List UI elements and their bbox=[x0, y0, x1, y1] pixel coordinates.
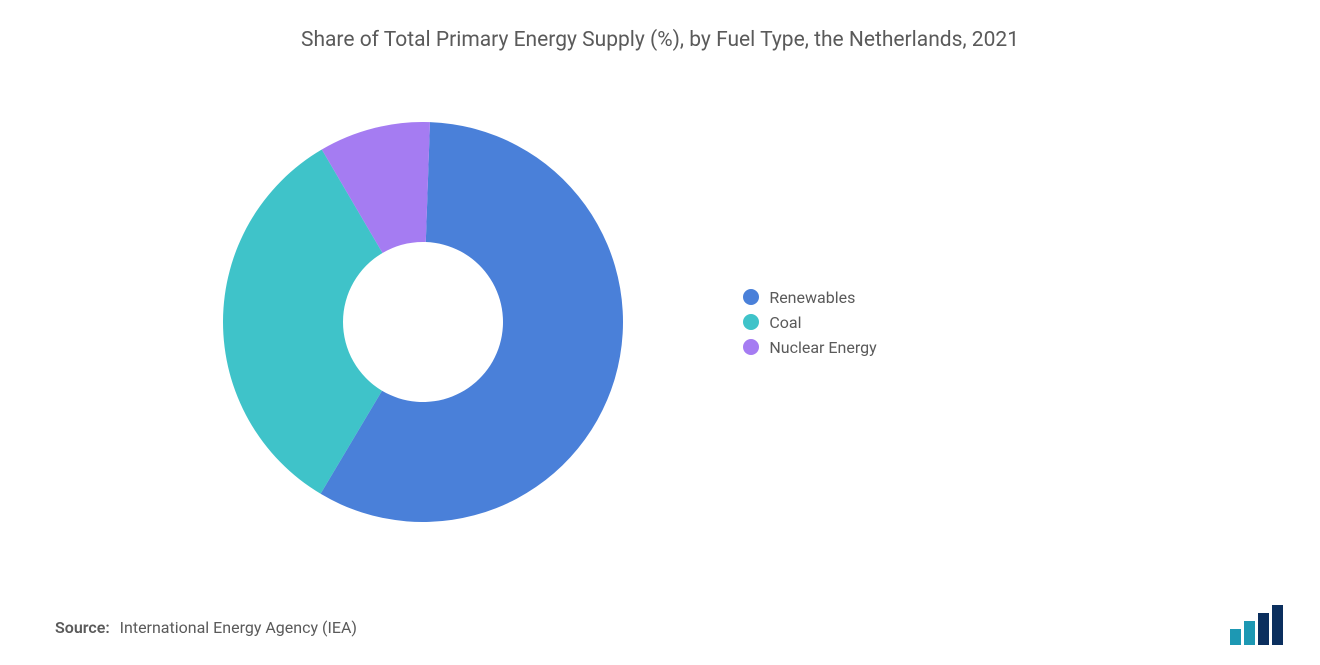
legend-item-0: Renewables bbox=[743, 288, 876, 307]
chart-area: Renewables Coal Nuclear Energy bbox=[0, 92, 1320, 552]
logo-bar-icon bbox=[1258, 613, 1269, 645]
legend-swatch-icon bbox=[743, 314, 759, 330]
logo-bar-icon bbox=[1244, 621, 1255, 645]
legend-item-1: Coal bbox=[743, 313, 876, 332]
legend-swatch-icon bbox=[743, 339, 759, 355]
donut-svg bbox=[223, 122, 623, 522]
legend-label: Renewables bbox=[769, 288, 855, 307]
legend-label: Nuclear Energy bbox=[769, 338, 876, 357]
brand-logo bbox=[1230, 605, 1290, 645]
legend-item-2: Nuclear Energy bbox=[743, 338, 876, 357]
legend: Renewables Coal Nuclear Energy bbox=[743, 288, 876, 357]
logo-bar-icon bbox=[1230, 629, 1241, 645]
logo-bar-icon bbox=[1272, 605, 1283, 645]
source-label: Source: bbox=[55, 618, 110, 637]
source-line: Source: International Energy Agency (IEA… bbox=[55, 618, 357, 637]
source-text: International Energy Agency (IEA) bbox=[120, 618, 357, 637]
legend-swatch-icon bbox=[743, 289, 759, 305]
legend-label: Coal bbox=[769, 313, 801, 332]
donut-chart bbox=[223, 122, 623, 522]
chart-title: Share of Total Primary Energy Supply (%)… bbox=[0, 0, 1320, 52]
